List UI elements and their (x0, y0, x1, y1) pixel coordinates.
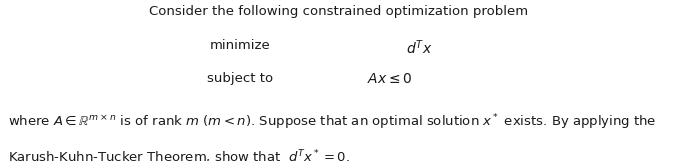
Text: Consider the following constrained optimization problem: Consider the following constrained optim… (149, 5, 528, 18)
Text: $Ax \leq 0$: $Ax \leq 0$ (367, 72, 412, 86)
Text: $d^Tx$: $d^Tx$ (406, 39, 433, 57)
Text: subject to: subject to (207, 72, 274, 85)
Text: Karush-Kuhn-Tucker Theorem, show that  $d^Tx^* = 0$.: Karush-Kuhn-Tucker Theorem, show that $d… (8, 148, 350, 161)
Text: where $A \in \mathbb{R}^{m\times n}$ is of rank $m$ ($m<n$). Suppose that an opt: where $A \in \mathbb{R}^{m\times n}$ is … (8, 113, 657, 132)
Text: minimize: minimize (210, 39, 271, 52)
